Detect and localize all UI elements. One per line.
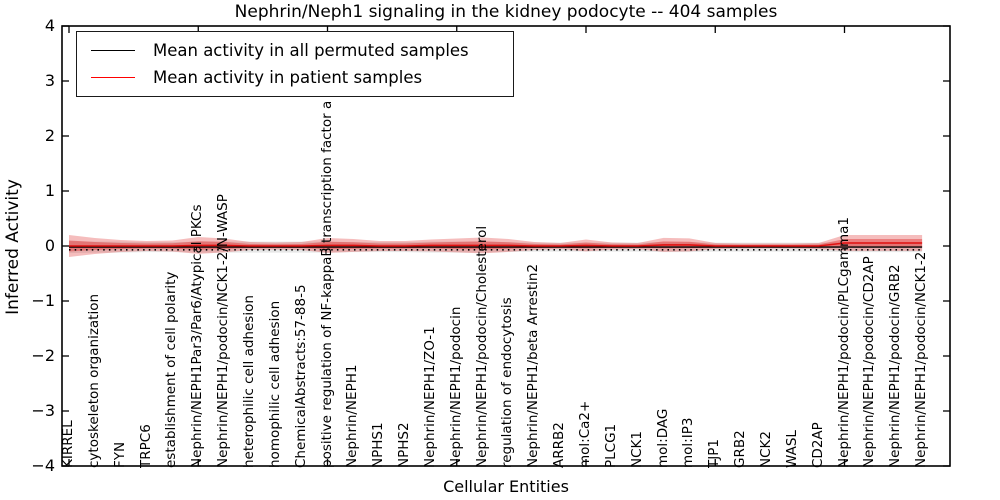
y-tick-label: −4	[31, 456, 55, 475]
y-tick-label: 2	[44, 126, 55, 145]
patient-mean-line	[69, 242, 923, 247]
patient-line-swatch	[91, 77, 135, 79]
y-tick-label: 3	[44, 71, 55, 90]
chart-title: Nephrin/Neph1 signaling in the kidney po…	[234, 2, 778, 22]
y-tick-label: 4	[44, 16, 55, 35]
x-axis-label: Cellular Entities	[443, 477, 569, 496]
y-tick-label: −2	[31, 346, 55, 365]
legend-label-patient: Mean activity in patient samples	[153, 68, 423, 88]
legend-label-permuted: Mean activity in all permuted samples	[153, 40, 469, 60]
legend: Mean activity in all permuted samples Me…	[76, 31, 514, 97]
y-tick-label: 1	[44, 181, 55, 200]
legend-entry-permuted: Mean activity in all permuted samples	[77, 41, 513, 60]
permuted-line-swatch	[91, 49, 135, 51]
y-tick-label: −1	[31, 291, 55, 310]
legend-entry-patient: Mean activity in patient samples	[77, 68, 513, 87]
y-tick-label: 0	[44, 236, 55, 255]
y-tick-label: −3	[31, 401, 55, 420]
